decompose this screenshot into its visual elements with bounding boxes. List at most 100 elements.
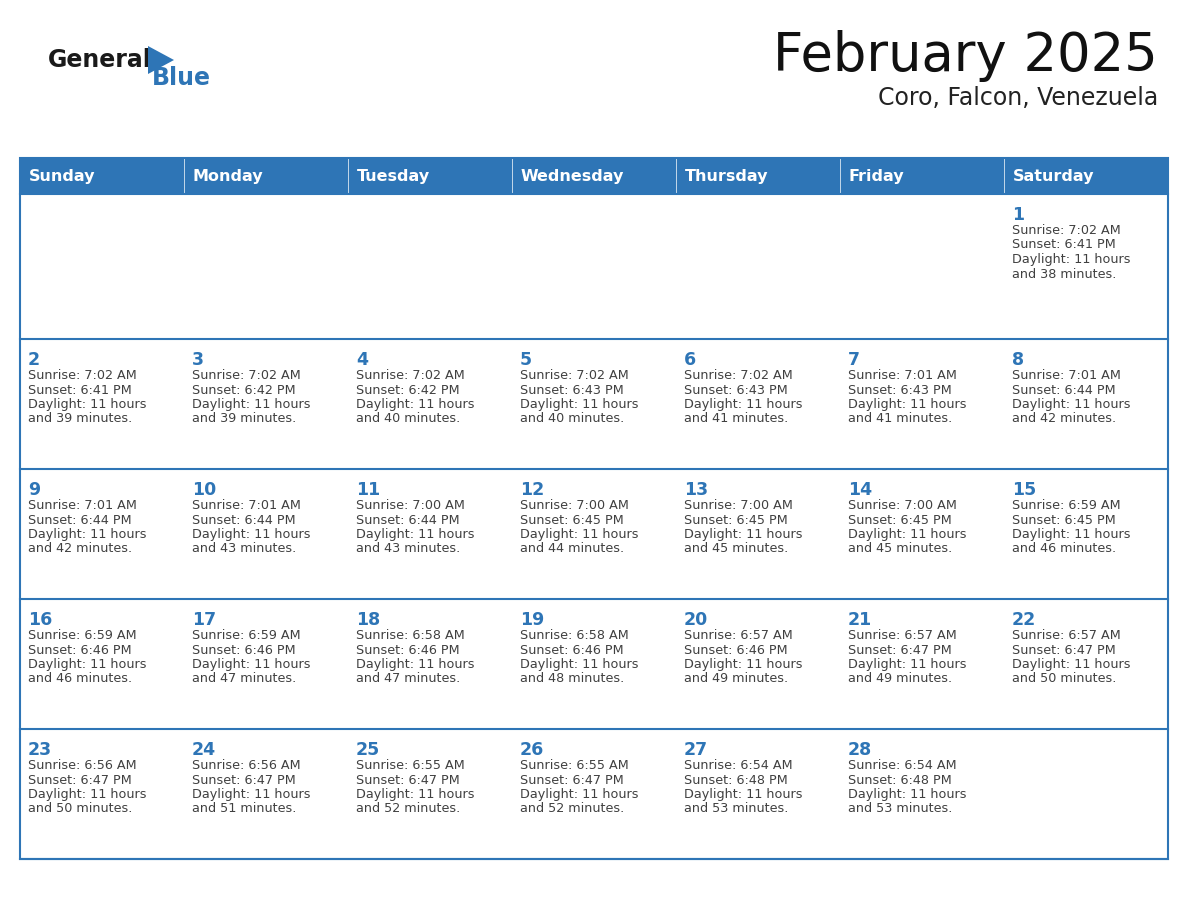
- Text: Sunset: 6:47 PM: Sunset: 6:47 PM: [192, 774, 296, 787]
- Bar: [512, 469, 676, 599]
- Text: Daylight: 11 hours: Daylight: 11 hours: [848, 658, 967, 671]
- Text: Sunrise: 6:58 AM: Sunrise: 6:58 AM: [520, 629, 628, 642]
- Text: 13: 13: [684, 481, 708, 499]
- Bar: [676, 729, 840, 859]
- Text: Sunset: 6:46 PM: Sunset: 6:46 PM: [29, 644, 132, 656]
- Bar: [20, 339, 184, 469]
- Text: and 52 minutes.: and 52 minutes.: [356, 802, 460, 815]
- Text: Sunrise: 7:01 AM: Sunrise: 7:01 AM: [192, 499, 301, 512]
- Text: Wednesday: Wednesday: [522, 169, 625, 184]
- Text: Daylight: 11 hours: Daylight: 11 hours: [1012, 398, 1131, 411]
- Bar: [676, 158, 840, 194]
- Text: Daylight: 11 hours: Daylight: 11 hours: [356, 658, 474, 671]
- Text: and 39 minutes.: and 39 minutes.: [192, 412, 296, 426]
- Text: 14: 14: [848, 481, 872, 499]
- Text: and 44 minutes.: and 44 minutes.: [520, 543, 624, 555]
- Text: 6: 6: [684, 351, 696, 369]
- Text: Sunrise: 7:00 AM: Sunrise: 7:00 AM: [848, 499, 956, 512]
- Bar: [1004, 158, 1168, 194]
- Text: Sunrise: 7:02 AM: Sunrise: 7:02 AM: [1012, 224, 1120, 237]
- Bar: [512, 339, 676, 469]
- Bar: [20, 194, 184, 339]
- Text: Sunset: 6:43 PM: Sunset: 6:43 PM: [848, 384, 952, 397]
- Text: Sunrise: 7:02 AM: Sunrise: 7:02 AM: [192, 369, 301, 382]
- Text: and 47 minutes.: and 47 minutes.: [192, 673, 296, 686]
- Text: Sunset: 6:41 PM: Sunset: 6:41 PM: [1012, 239, 1116, 252]
- Bar: [348, 158, 512, 194]
- Text: 8: 8: [1012, 351, 1024, 369]
- Text: Sunrise: 6:55 AM: Sunrise: 6:55 AM: [520, 759, 628, 772]
- Text: Sunset: 6:48 PM: Sunset: 6:48 PM: [848, 774, 952, 787]
- Text: Daylight: 11 hours: Daylight: 11 hours: [356, 398, 474, 411]
- Text: Daylight: 11 hours: Daylight: 11 hours: [520, 788, 638, 801]
- Text: Sunset: 6:47 PM: Sunset: 6:47 PM: [1012, 644, 1116, 656]
- Bar: [348, 599, 512, 729]
- Text: Monday: Monday: [192, 169, 264, 184]
- Text: Tuesday: Tuesday: [358, 169, 430, 184]
- Text: Daylight: 11 hours: Daylight: 11 hours: [520, 528, 638, 541]
- Bar: [20, 599, 184, 729]
- Text: Sunset: 6:45 PM: Sunset: 6:45 PM: [520, 513, 624, 527]
- Text: Daylight: 11 hours: Daylight: 11 hours: [192, 528, 310, 541]
- Text: 5: 5: [520, 351, 532, 369]
- Text: Sunset: 6:47 PM: Sunset: 6:47 PM: [29, 774, 132, 787]
- Text: Daylight: 11 hours: Daylight: 11 hours: [1012, 658, 1131, 671]
- Bar: [184, 194, 348, 339]
- Text: Daylight: 11 hours: Daylight: 11 hours: [520, 398, 638, 411]
- Text: General: General: [48, 48, 152, 72]
- Text: and 45 minutes.: and 45 minutes.: [684, 543, 789, 555]
- Text: Sunset: 6:46 PM: Sunset: 6:46 PM: [192, 644, 296, 656]
- Text: and 40 minutes.: and 40 minutes.: [520, 412, 624, 426]
- Text: Daylight: 11 hours: Daylight: 11 hours: [192, 658, 310, 671]
- Text: 3: 3: [192, 351, 204, 369]
- Text: Sunrise: 7:02 AM: Sunrise: 7:02 AM: [29, 369, 137, 382]
- Bar: [184, 158, 348, 194]
- Text: and 41 minutes.: and 41 minutes.: [684, 412, 789, 426]
- Text: and 53 minutes.: and 53 minutes.: [848, 802, 953, 815]
- Text: Sunrise: 6:59 AM: Sunrise: 6:59 AM: [192, 629, 301, 642]
- Bar: [676, 194, 840, 339]
- Bar: [840, 599, 1004, 729]
- Text: and 45 minutes.: and 45 minutes.: [848, 543, 953, 555]
- Text: Sunrise: 6:55 AM: Sunrise: 6:55 AM: [356, 759, 465, 772]
- Text: Daylight: 11 hours: Daylight: 11 hours: [848, 528, 967, 541]
- Text: Daylight: 11 hours: Daylight: 11 hours: [520, 658, 638, 671]
- Text: Sunset: 6:43 PM: Sunset: 6:43 PM: [684, 384, 788, 397]
- Text: Sunrise: 6:59 AM: Sunrise: 6:59 AM: [29, 629, 137, 642]
- Text: 10: 10: [192, 481, 216, 499]
- Text: 22: 22: [1012, 611, 1036, 629]
- Text: Coro, Falcon, Venezuela: Coro, Falcon, Venezuela: [878, 86, 1158, 110]
- Bar: [20, 469, 184, 599]
- Text: Daylight: 11 hours: Daylight: 11 hours: [29, 398, 146, 411]
- Text: Sunset: 6:44 PM: Sunset: 6:44 PM: [1012, 384, 1116, 397]
- Text: Sunset: 6:44 PM: Sunset: 6:44 PM: [356, 513, 460, 527]
- Text: Sunrise: 7:01 AM: Sunrise: 7:01 AM: [1012, 369, 1120, 382]
- Bar: [184, 599, 348, 729]
- Text: Blue: Blue: [152, 66, 211, 90]
- Text: 25: 25: [356, 741, 380, 759]
- Text: and 40 minutes.: and 40 minutes.: [356, 412, 460, 426]
- Text: and 43 minutes.: and 43 minutes.: [192, 543, 296, 555]
- Text: Sunset: 6:42 PM: Sunset: 6:42 PM: [356, 384, 460, 397]
- Text: Sunset: 6:45 PM: Sunset: 6:45 PM: [1012, 513, 1116, 527]
- Text: Sunrise: 6:54 AM: Sunrise: 6:54 AM: [684, 759, 792, 772]
- Text: Sunset: 6:46 PM: Sunset: 6:46 PM: [684, 644, 788, 656]
- Text: Sunrise: 7:00 AM: Sunrise: 7:00 AM: [684, 499, 792, 512]
- Text: 15: 15: [1012, 481, 1036, 499]
- Text: Sunday: Sunday: [29, 169, 95, 184]
- Bar: [1004, 729, 1168, 859]
- Text: Daylight: 11 hours: Daylight: 11 hours: [684, 658, 803, 671]
- Text: 7: 7: [848, 351, 860, 369]
- Text: Sunrise: 7:00 AM: Sunrise: 7:00 AM: [356, 499, 465, 512]
- Bar: [840, 339, 1004, 469]
- Text: Sunset: 6:41 PM: Sunset: 6:41 PM: [29, 384, 132, 397]
- Bar: [840, 194, 1004, 339]
- Text: 16: 16: [29, 611, 52, 629]
- Text: and 48 minutes.: and 48 minutes.: [520, 673, 624, 686]
- Text: and 41 minutes.: and 41 minutes.: [848, 412, 953, 426]
- Text: Sunset: 6:45 PM: Sunset: 6:45 PM: [684, 513, 788, 527]
- Text: 19: 19: [520, 611, 544, 629]
- Bar: [348, 194, 512, 339]
- Text: and 50 minutes.: and 50 minutes.: [29, 802, 132, 815]
- Text: Sunrise: 7:02 AM: Sunrise: 7:02 AM: [684, 369, 792, 382]
